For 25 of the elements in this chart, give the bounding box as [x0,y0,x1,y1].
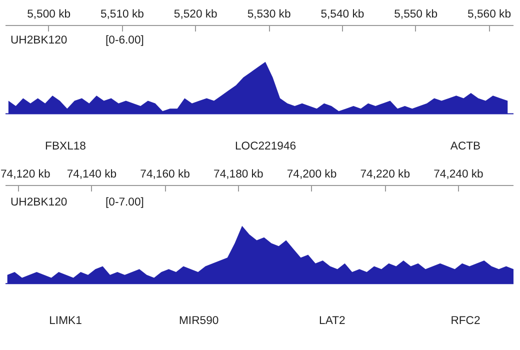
x-tick-label: 5,500 kb [27,8,71,20]
x-tick-label: 5,530 kb [247,8,291,20]
text: ACTB [450,140,481,153]
x-tick-label: 74,140 kb [66,168,117,180]
chart-title: UH2BK120 [10,196,68,209]
x-tick-label: 5,510 kb [100,8,144,20]
x-tick-label: 74,200 kb [286,168,337,180]
x-tick-label: 74,220 kb [360,168,410,180]
x-tick-label: 5,540 kb [320,8,364,20]
text: LAT2 [319,314,346,327]
chart-title: UH2BK120 [10,34,68,46]
x-tick-label: 74,180 kb [214,168,264,180]
text: RFC2 [450,314,480,327]
x-tick-label: 5,550 kb [394,8,438,20]
text: LIMK1 [49,314,82,327]
x-tick-label: 5,560 kb [468,8,512,20]
text: [0-7.00] [106,196,144,209]
x-tick-label: 74,240 kb [434,168,484,180]
text: MIR590 [179,314,219,327]
text: FBXL18 [45,140,86,153]
x-tick-label: 74,120 kb [0,168,50,180]
x-tick-label: 5,520 kb [174,8,218,20]
text: [0-6.00] [106,34,144,46]
text: LOC221946 [234,140,296,153]
x-tick-label: 74,160 kb [140,168,190,180]
